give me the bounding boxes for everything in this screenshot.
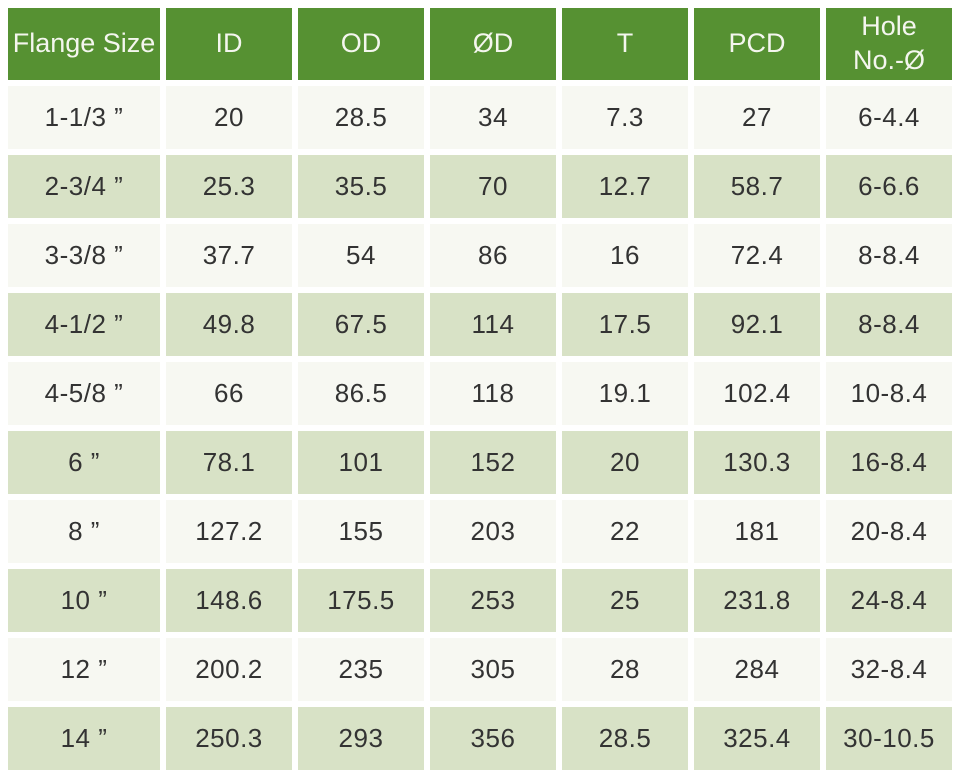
cell-flange-size: 3-3/8 ” [8,224,160,287]
column-header-t: T [562,8,688,80]
cell-hole-no-diameter: 8-8.4 [826,224,952,287]
cell-t: 22 [562,500,688,563]
cell-flange-size: 10 ” [8,569,160,632]
cell-pcd: 102.4 [694,362,820,425]
cell-flange-size: 12 ” [8,638,160,701]
table-row: 3-3/8 ” 37.7 54 86 16 72.4 8-8.4 [8,224,952,287]
cell-t: 28.5 [562,707,688,770]
cell-t: 28 [562,638,688,701]
cell-hole-no-diameter: 8-8.4 [826,293,952,356]
cell-outer-diameter-d: 253 [430,569,556,632]
cell-t: 20 [562,431,688,494]
table-row: 14 ” 250.3 293 356 28.5 325.4 30-10.5 [8,707,952,770]
cell-od: 86.5 [298,362,424,425]
cell-outer-diameter-d: 118 [430,362,556,425]
cell-id: 20 [166,86,292,149]
table-body: 1-1/3 ” 20 28.5 34 7.3 27 6-4.4 2-3/4 ” … [8,86,952,770]
cell-outer-diameter-d: 86 [430,224,556,287]
column-header-outer-diameter-d: ØD [430,8,556,80]
table-row: 4-1/2 ” 49.8 67.5 114 17.5 92.1 8-8.4 [8,293,952,356]
column-header-flange-size: Flange Size [8,8,160,80]
cell-flange-size: 8 ” [8,500,160,563]
cell-outer-diameter-d: 203 [430,500,556,563]
cell-id: 148.6 [166,569,292,632]
cell-pcd: 58.7 [694,155,820,218]
cell-id: 66 [166,362,292,425]
cell-od: 293 [298,707,424,770]
table-row: 4-5/8 ” 66 86.5 118 19.1 102.4 10-8.4 [8,362,952,425]
cell-hole-no-diameter: 10-8.4 [826,362,952,425]
cell-pcd: 231.8 [694,569,820,632]
column-header-hole-no-diameter: Hole No.-Ø [826,8,952,80]
cell-pcd: 72.4 [694,224,820,287]
table-row: 1-1/3 ” 20 28.5 34 7.3 27 6-4.4 [8,86,952,149]
table-header: Flange Size ID OD ØD T PCD Hole No.-Ø [8,8,952,80]
table-row: 10 ” 148.6 175.5 253 25 231.8 24-8.4 [8,569,952,632]
cell-od: 155 [298,500,424,563]
cell-od: 67.5 [298,293,424,356]
column-header-pcd: PCD [694,8,820,80]
table-row: 8 ” 127.2 155 203 22 181 20-8.4 [8,500,952,563]
cell-flange-size: 14 ” [8,707,160,770]
cell-od: 101 [298,431,424,494]
column-header-id: ID [166,8,292,80]
cell-hole-no-diameter: 32-8.4 [826,638,952,701]
cell-hole-no-diameter: 6-4.4 [826,86,952,149]
cell-flange-size: 6 ” [8,431,160,494]
cell-t: 19.1 [562,362,688,425]
cell-od: 235 [298,638,424,701]
cell-id: 127.2 [166,500,292,563]
cell-t: 16 [562,224,688,287]
cell-t: 12.7 [562,155,688,218]
cell-t: 17.5 [562,293,688,356]
cell-flange-size: 1-1/3 ” [8,86,160,149]
cell-od: 175.5 [298,569,424,632]
cell-outer-diameter-d: 114 [430,293,556,356]
cell-outer-diameter-d: 305 [430,638,556,701]
column-header-od: OD [298,8,424,80]
cell-flange-size: 4-1/2 ” [8,293,160,356]
cell-pcd: 92.1 [694,293,820,356]
cell-flange-size: 2-3/4 ” [8,155,160,218]
cell-id: 37.7 [166,224,292,287]
cell-od: 54 [298,224,424,287]
cell-hole-no-diameter: 16-8.4 [826,431,952,494]
cell-outer-diameter-d: 34 [430,86,556,149]
cell-od: 35.5 [298,155,424,218]
cell-id: 25.3 [166,155,292,218]
cell-pcd: 130.3 [694,431,820,494]
table-row: 2-3/4 ” 25.3 35.5 70 12.7 58.7 6-6.6 [8,155,952,218]
cell-id: 200.2 [166,638,292,701]
cell-id: 250.3 [166,707,292,770]
cell-t: 25 [562,569,688,632]
table-row: 12 ” 200.2 235 305 28 284 32-8.4 [8,638,952,701]
cell-pcd: 181 [694,500,820,563]
cell-outer-diameter-d: 152 [430,431,556,494]
cell-t: 7.3 [562,86,688,149]
cell-od: 28.5 [298,86,424,149]
cell-outer-diameter-d: 356 [430,707,556,770]
cell-hole-no-diameter: 6-6.6 [826,155,952,218]
cell-pcd: 27 [694,86,820,149]
cell-pcd: 284 [694,638,820,701]
header-row: Flange Size ID OD ØD T PCD Hole No.-Ø [8,8,952,80]
cell-hole-no-diameter: 24-8.4 [826,569,952,632]
cell-flange-size: 4-5/8 ” [8,362,160,425]
cell-id: 78.1 [166,431,292,494]
cell-hole-no-diameter: 20-8.4 [826,500,952,563]
cell-id: 49.8 [166,293,292,356]
cell-outer-diameter-d: 70 [430,155,556,218]
cell-pcd: 325.4 [694,707,820,770]
table-row: 6 ” 78.1 101 152 20 130.3 16-8.4 [8,431,952,494]
cell-hole-no-diameter: 30-10.5 [826,707,952,770]
